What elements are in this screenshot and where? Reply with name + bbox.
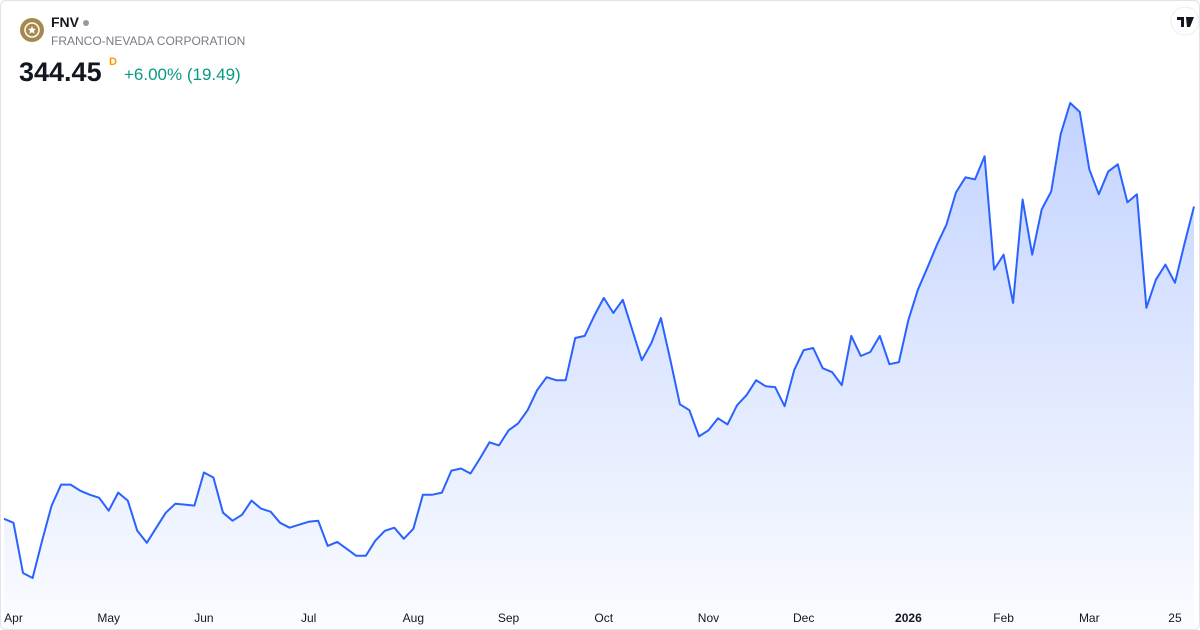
- interval: D: [109, 56, 117, 68]
- x-tick-label: Jun: [194, 611, 213, 625]
- x-tick-label: Apr: [4, 611, 23, 625]
- x-tick-label: Feb: [993, 611, 1014, 625]
- company-name: FRANCO-NEVADA CORPORATION: [51, 34, 246, 48]
- x-tick-label: Dec: [793, 611, 814, 625]
- x-tick-label: Sep: [498, 611, 520, 625]
- x-tick-label: 2026: [895, 611, 922, 625]
- tv-logo[interactable]: [1170, 6, 1199, 36]
- symbol: FNV: [51, 14, 79, 30]
- x-tick-label: Jul: [301, 611, 316, 625]
- x-tick-label: Nov: [698, 611, 719, 625]
- symbol-row: FNV: [51, 14, 89, 30]
- x-tick-label: Aug: [403, 611, 424, 625]
- change: +6.00% (19.49): [124, 65, 241, 84]
- area-fill: [4, 103, 1194, 629]
- price: 344.45: [19, 57, 102, 87]
- x-tick-label: May: [97, 611, 120, 625]
- x-tick-label: 25: [1168, 611, 1182, 625]
- status-dot: [83, 20, 89, 27]
- price-line: [3, 102, 1195, 579]
- x-tick-label: Mar: [1079, 611, 1100, 625]
- x-tick-label: Oct: [594, 611, 613, 625]
- logo: [20, 18, 44, 42]
